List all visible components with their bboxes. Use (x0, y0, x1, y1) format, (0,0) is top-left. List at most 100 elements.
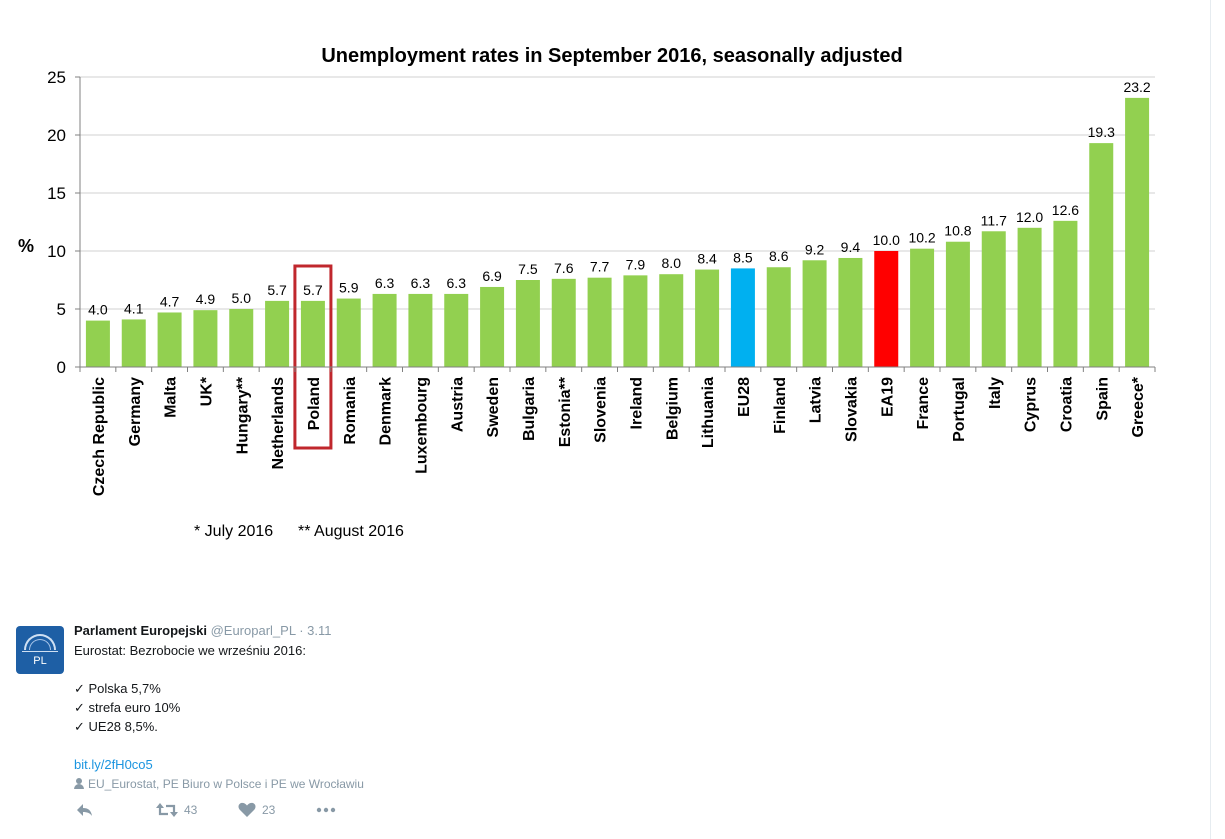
category-label: Denmark (378, 377, 395, 446)
tweet-text-line: ✓ Polska 5,7% (74, 681, 161, 696)
retweet-button[interactable]: 43 (156, 798, 197, 822)
tweet-text-gap (74, 737, 1174, 756)
category-label: Sweden (485, 377, 502, 437)
value-label: 7.5 (518, 261, 538, 277)
value-label: 9.2 (805, 241, 825, 257)
bar (229, 309, 254, 367)
category-label: Slovenia (593, 377, 610, 443)
bar (730, 268, 755, 367)
y-axis-label: % (18, 236, 34, 256)
bar (551, 278, 576, 367)
value-label: 5.7 (267, 282, 287, 298)
tweet-text-gap (74, 661, 1174, 680)
category-label: Luxembourg (413, 377, 430, 474)
category-label: Cyprus (1023, 377, 1040, 432)
bar (85, 320, 110, 367)
category-label: EA19 (879, 377, 896, 417)
bar (1089, 143, 1114, 367)
tweet-tagged-users[interactable]: EU_Eurostat, PE Biuro w Polsce i PE we W… (74, 775, 1174, 794)
tweet-actions: 43 23 (74, 798, 474, 822)
tweet-text-line: ✓ strefa euro 10% (74, 700, 181, 715)
bar (838, 257, 863, 367)
tweet-link[interactable]: bit.ly/2fH0co5 (74, 757, 153, 772)
value-label: 10.8 (944, 223, 971, 239)
like-button[interactable]: 23 (238, 798, 275, 822)
tweet-text-line: Eurostat: Bezrobocie we wrześniu 2016: (74, 643, 306, 658)
category-label: Germany (127, 377, 144, 446)
retweet-icon (156, 803, 178, 817)
category-label: Romania (342, 377, 359, 445)
value-label: 23.2 (1123, 79, 1150, 95)
value-label: 4.9 (196, 291, 216, 307)
retweet-count: 43 (184, 803, 198, 817)
chart-axes (79, 77, 1156, 372)
bar (623, 275, 648, 367)
category-label: Bulgaria (521, 377, 538, 441)
avatar[interactable]: PL (16, 626, 64, 674)
bar (157, 312, 182, 367)
category-label: Croatia (1058, 377, 1075, 432)
tweet-author-handle[interactable]: @Europarl_PL (210, 623, 296, 638)
value-label: 8.4 (697, 251, 717, 267)
category-label: Belgium (664, 377, 681, 440)
category-label: Slovakia (843, 377, 860, 442)
tweet-text-line: ✓ UE28 8,5%. (74, 719, 158, 734)
page-scroll-edge (1210, 0, 1225, 839)
bar (193, 310, 218, 367)
tweet-header: Parlament Europejski @Europarl_PL · 3.11 (74, 622, 1174, 642)
avatar-divider (22, 651, 58, 652)
person-icon (74, 778, 84, 789)
footnote-july: * July 2016 (194, 523, 273, 540)
tweet-content: Parlament Europejski @Europarl_PL · 3.11… (74, 622, 1174, 794)
value-label: 8.5 (733, 249, 753, 265)
bar (1125, 97, 1150, 367)
category-label: Lithuania (700, 377, 717, 448)
value-label: 10.2 (908, 230, 935, 246)
bar (121, 319, 146, 367)
bar (515, 280, 540, 367)
unemployment-chart: Unemployment rates in September 2016, se… (18, 45, 1156, 540)
category-label: Austria (449, 377, 466, 432)
chart-gridlines (80, 76, 1155, 310)
category-label: Portugal (951, 377, 968, 442)
value-label: 12.6 (1052, 202, 1079, 218)
value-label: 5.0 (232, 290, 252, 306)
category-label: Greece* (1130, 376, 1147, 437)
value-label: 9.4 (841, 239, 861, 255)
category-label: EU28 (736, 377, 753, 417)
value-label: 8.6 (769, 248, 789, 264)
y-tick-label: 10 (47, 242, 66, 261)
bar (766, 267, 791, 367)
bar (300, 300, 325, 367)
bar (587, 277, 612, 367)
chart-title: Unemployment rates in September 2016, se… (321, 45, 902, 67)
bar (695, 269, 720, 367)
like-count: 23 (262, 803, 276, 817)
y-tick-label: 15 (47, 184, 66, 203)
tweet-author-name[interactable]: Parlament Europejski (74, 623, 207, 638)
y-tick-label: 25 (47, 68, 66, 87)
category-label: Finland (772, 377, 789, 434)
value-label: 6.3 (411, 275, 431, 291)
tweet-tagged-text: EU_Eurostat, PE Biuro w Polsce i PE we W… (88, 777, 364, 791)
footnote-august: ** August 2016 (298, 523, 404, 540)
more-options-button[interactable] (316, 798, 336, 822)
reply-button[interactable] (76, 798, 94, 822)
chart-y-axis: 0 5 10 15 20 25 (47, 68, 80, 377)
bar (444, 293, 469, 367)
y-tick-label: 5 (57, 300, 66, 319)
value-label: 5.9 (339, 280, 359, 296)
category-label: UK* (198, 376, 215, 406)
category-label: Latvia (808, 377, 825, 423)
category-label: Poland (306, 377, 323, 430)
category-label: Malta (163, 377, 180, 418)
tweet-timestamp[interactable]: 3.11 (307, 623, 332, 638)
tweet-separator: · (299, 623, 304, 638)
avatar-label: PL (33, 655, 47, 667)
value-label: 6.3 (375, 275, 395, 291)
bar (659, 274, 684, 367)
chart-value-labels: 4.0 4.1 4.7 4.9 5.0 5.7 5.7 5.9 6.3 6.3 6.3 6.9 7.5 7… (88, 79, 1151, 318)
bar (945, 241, 970, 367)
value-label: 5.7 (303, 282, 323, 298)
value-label: 4.0 (88, 302, 108, 318)
